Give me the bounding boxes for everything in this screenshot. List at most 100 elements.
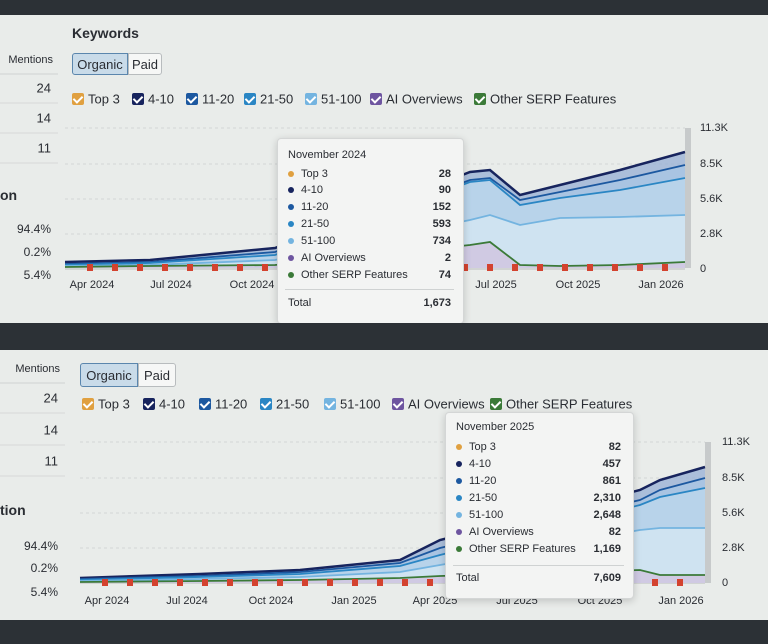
tooltip-value: 734 xyxy=(432,235,451,247)
event-flag xyxy=(652,579,658,586)
tooltip-label: Top 3 xyxy=(469,441,496,453)
event-flag xyxy=(427,579,433,586)
tooltip-dot xyxy=(456,444,462,450)
event-flag xyxy=(237,264,243,271)
legend-checkbox[interactable] xyxy=(244,93,256,105)
tooltip-value: 90 xyxy=(438,184,451,196)
tab[interactable]: Organic xyxy=(80,363,138,387)
legend-checkbox[interactable] xyxy=(370,93,382,105)
tooltip-label: AI Overviews xyxy=(301,252,366,264)
legend-checkbox[interactable] xyxy=(199,398,211,410)
tooltip-label: Other SERP Features xyxy=(469,543,576,555)
legend-label: 51-100 xyxy=(321,91,362,107)
event-flag xyxy=(262,264,268,271)
event-flag xyxy=(177,579,183,586)
event-flag xyxy=(462,264,468,271)
tooltip-dot xyxy=(288,255,294,261)
x-axis-label: Apr 2024 xyxy=(84,595,130,607)
event-flag xyxy=(637,264,643,271)
tab[interactable]: Organic xyxy=(72,53,128,75)
event-flag xyxy=(277,579,283,586)
tooltip-total: 7,609 xyxy=(593,572,621,584)
legend-label: AI Overviews xyxy=(408,396,485,412)
legend-checkbox[interactable] xyxy=(132,93,144,105)
tooltip-dot xyxy=(456,546,462,552)
legend-label: Top 3 xyxy=(88,91,120,107)
tooltip-value: 82 xyxy=(608,441,621,453)
tooltip-label: 11-20 xyxy=(301,201,329,213)
chart-area xyxy=(0,382,711,586)
event-flag xyxy=(662,264,668,271)
legend-checkbox[interactable] xyxy=(490,398,502,410)
legend-label: 4-10 xyxy=(148,91,175,107)
axis-shade xyxy=(685,128,691,268)
mention-count: 24 xyxy=(43,390,58,406)
section-title: Keywords xyxy=(72,25,139,41)
percent: 5.4% xyxy=(30,585,58,599)
tooltip-total-label: Total xyxy=(456,572,480,584)
tooltip-divider xyxy=(453,565,624,566)
legend-checkbox[interactable] xyxy=(143,398,155,410)
x-axis-label: Jan 2026 xyxy=(638,279,684,291)
event-flag xyxy=(377,579,383,586)
legend-checkbox[interactable] xyxy=(474,93,486,105)
series-line xyxy=(64,164,686,265)
legend-checkbox[interactable] xyxy=(392,398,404,410)
event-flag xyxy=(352,579,358,586)
tab[interactable]: Paid xyxy=(128,53,162,75)
y-axis-label: 2.8K xyxy=(722,542,745,554)
x-axis-label: Apr 2024 xyxy=(69,279,115,291)
event-flag xyxy=(302,579,308,586)
event-flag xyxy=(187,264,193,271)
legend-label: Top 3 xyxy=(98,396,130,412)
tab[interactable]: Paid xyxy=(138,363,176,387)
tooltip-value: 74 xyxy=(438,269,451,281)
tooltip-label: AI Overviews xyxy=(469,526,534,538)
tooltip-dot xyxy=(456,461,462,467)
legend-checkbox[interactable] xyxy=(324,398,336,410)
tooltip-title: November 2025 xyxy=(456,421,535,433)
series-line xyxy=(79,527,705,582)
tooltip-dot xyxy=(288,238,294,244)
tooltip-label: 21-50 xyxy=(469,492,498,504)
event-flag xyxy=(402,579,408,586)
series-line xyxy=(64,150,686,264)
event-flag xyxy=(102,579,108,586)
keywords-panel: Mentions 24 14 11 tion 94.4% 0.2% 5.4% Organic Pa… xyxy=(0,350,768,620)
tooltip-label: 11-20 xyxy=(469,475,497,487)
tooltip-value: 28 xyxy=(438,168,451,180)
y-axis-label: 2.8K xyxy=(700,228,723,240)
tooltip-dot xyxy=(456,529,462,535)
legend-label: Other SERP Features xyxy=(506,396,633,412)
y-axis-label: 0 xyxy=(700,263,707,275)
tooltip-value: 82 xyxy=(608,526,621,538)
legend-label: Other SERP Features xyxy=(490,91,617,107)
event-flag xyxy=(127,579,133,586)
tooltip-label: 4-10 xyxy=(469,458,492,470)
legend-checkbox[interactable] xyxy=(72,93,84,105)
tooltip-dot xyxy=(288,221,294,227)
legend-checkbox[interactable] xyxy=(82,398,94,410)
y-axis-label: 5.6K xyxy=(722,507,745,519)
percent: 0.2% xyxy=(23,245,51,259)
legend-checkbox[interactable] xyxy=(305,93,317,105)
series-line xyxy=(79,477,706,580)
event-flag xyxy=(537,264,543,271)
series-line xyxy=(79,569,705,583)
tooltip-value: 2 xyxy=(444,252,451,264)
tooltip-dot xyxy=(456,478,462,484)
tooltip-title: November 2024 xyxy=(288,149,367,161)
tooltip-value: 593 xyxy=(432,218,451,230)
section-label: on xyxy=(0,187,18,203)
tooltip-value: 861 xyxy=(602,475,621,487)
mention-count: 14 xyxy=(36,110,51,126)
legend-label: 11-20 xyxy=(215,396,248,412)
legend-checkbox[interactable] xyxy=(186,93,198,105)
y-axis-label: 11.3K xyxy=(722,436,750,448)
tooltip-label: Top 3 xyxy=(301,168,328,180)
event-flag xyxy=(202,579,208,586)
legend-checkbox[interactable] xyxy=(260,398,272,410)
event-flag xyxy=(327,579,333,586)
tooltip-label: 4-10 xyxy=(301,184,324,196)
